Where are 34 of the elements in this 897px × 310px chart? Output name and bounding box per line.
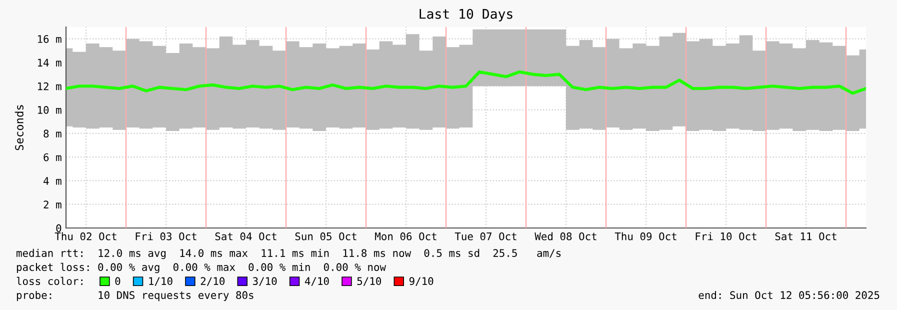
text: packet loss: 0.00 % avg 0.00 % max 0.00 % min 0.00 % now [16, 262, 386, 274]
x-tick-label: Fri 03 Oct [136, 232, 196, 240]
x-tick-label: Tue 07 Oct [454, 232, 516, 240]
legend-label: 5/10 [357, 277, 382, 286]
y-tick-label: 4 m [44, 177, 62, 185]
legend-label: 0 [115, 277, 120, 286]
y-tick-label: 16 m [38, 35, 62, 43]
text: end: Sun Oct 12 05:56:00 2025 [698, 290, 880, 300]
text: median rtt: 12.0 ms avg 14.0 ms max 11.1 ms min 11.8 ms now 0.5 ms sd 25.5 am/s [16, 248, 561, 260]
y-tick-label: 2 m [44, 200, 62, 208]
y-axis-title: Seconds [14, 105, 24, 150]
y-tick-label: 14 m [38, 58, 62, 66]
y-tick-label: 10 m [38, 106, 62, 114]
legend-label: 9/10 [409, 277, 434, 286]
y-tick-label: 12 m [38, 82, 62, 90]
chart-title: Last 10 Days [420, 8, 512, 22]
text: probe: 10 DNS requests every 80s [16, 290, 254, 302]
x-tick-label: Sat 11 Oct [775, 232, 836, 240]
legend-label: 1/10 [149, 277, 172, 286]
line-series [66, 70, 866, 95]
x-tick-label: Mon 06 Oct [375, 232, 436, 240]
legend-label: 2/10 [200, 277, 225, 286]
y-tick-label: 6 m [44, 153, 62, 162]
x-tick-label: Sun 05 Oct [295, 232, 356, 240]
x-tick-label: Thu 09 Oct [614, 232, 676, 240]
x-tick-label: Wed 08 Oct [534, 232, 596, 240]
x-tick-label: Fri 10 Oct [696, 232, 756, 240]
x-tick-label: Thu 02 Oct [54, 232, 116, 240]
legend-label: 3/10 [252, 277, 277, 286]
y-tick-label: 8 m [44, 130, 62, 138]
legend-label: 4/10 [304, 277, 329, 286]
y-tick-label: 0 [56, 224, 62, 232]
legend-title: loss color: [16, 276, 82, 286]
x-tick-label: Sat 04 Oct [215, 232, 276, 240]
